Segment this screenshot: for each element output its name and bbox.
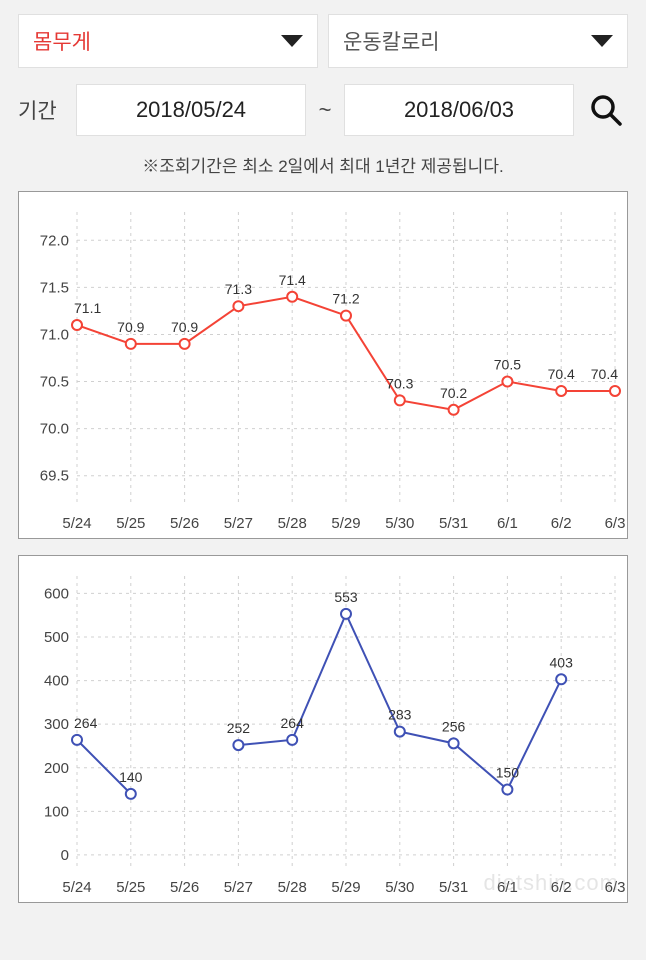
svg-text:5/28: 5/28	[278, 879, 307, 896]
svg-text:5/29: 5/29	[331, 515, 360, 532]
svg-text:252: 252	[227, 720, 251, 736]
svg-text:71.3: 71.3	[225, 281, 252, 297]
svg-text:300: 300	[44, 716, 69, 733]
weight-chart: 69.5 70.0 70.5 71.0 71.5 72.0 5/24 5/25 5/26 5/27…	[18, 191, 628, 539]
svg-text:5/25: 5/25	[116, 515, 145, 532]
svg-text:5/24: 5/24	[62, 515, 91, 532]
svg-text:6/1: 6/1	[497, 879, 518, 896]
svg-text:71.0: 71.0	[40, 326, 69, 343]
start-date-input[interactable]: 2018/05/24	[76, 84, 306, 136]
end-date-input[interactable]: 2018/06/03	[344, 84, 574, 136]
svg-text:403: 403	[550, 654, 574, 670]
svg-text:256: 256	[442, 718, 466, 734]
weight-selector[interactable]: 몸무게	[18, 14, 318, 68]
search-button[interactable]	[584, 88, 628, 132]
end-date-value: 2018/06/03	[404, 97, 514, 123]
svg-text:6/2: 6/2	[551, 515, 572, 532]
svg-text:70.2: 70.2	[440, 385, 467, 401]
date-range-row: 기간 2018/05/24 ~ 2018/06/03	[0, 78, 646, 142]
svg-text:71.2: 71.2	[332, 291, 359, 307]
svg-text:70.5: 70.5	[40, 374, 69, 391]
svg-text:5/24: 5/24	[62, 879, 91, 896]
search-icon	[589, 93, 623, 127]
chevron-down-icon	[591, 35, 613, 47]
weight-selector-label: 몸무게	[33, 26, 91, 56]
svg-text:5/27: 5/27	[224, 515, 253, 532]
date-tilde: ~	[316, 97, 334, 123]
calorie-chart: 0 100 200 300 400 500 600 5/24 5/25 5/26 5/27 5/28 5…	[18, 555, 628, 903]
svg-text:70.4: 70.4	[548, 366, 575, 382]
svg-text:140: 140	[119, 769, 143, 785]
svg-text:5/26: 5/26	[170, 879, 199, 896]
svg-text:71.1: 71.1	[74, 300, 101, 316]
svg-text:70.9: 70.9	[171, 319, 198, 335]
svg-text:5/30: 5/30	[385, 515, 414, 532]
svg-text:200: 200	[44, 760, 69, 777]
svg-text:70.0: 70.0	[40, 421, 69, 438]
svg-text:70.5: 70.5	[494, 357, 521, 373]
date-range-note: ※조회기간은 최소 2일에서 최대 1년간 제공됩니다.	[0, 142, 646, 191]
svg-text:5/31: 5/31	[439, 515, 468, 532]
svg-text:72.0: 72.0	[40, 232, 69, 249]
calorie-selector-label: 운동칼로리	[343, 26, 440, 56]
svg-text:600: 600	[44, 585, 69, 602]
start-date-value: 2018/05/24	[136, 97, 246, 123]
svg-text:400: 400	[44, 673, 69, 690]
period-label: 기간	[18, 95, 66, 125]
svg-text:5/25: 5/25	[116, 879, 145, 896]
svg-text:100: 100	[44, 803, 69, 820]
calorie-selector[interactable]: 운동칼로리	[328, 14, 628, 68]
chevron-down-icon	[281, 35, 303, 47]
svg-text:283: 283	[388, 707, 412, 723]
svg-text:0: 0	[61, 847, 69, 864]
svg-text:5/27: 5/27	[224, 879, 253, 896]
svg-text:6/1: 6/1	[497, 515, 518, 532]
svg-text:69.5: 69.5	[40, 468, 69, 485]
svg-text:5/30: 5/30	[385, 879, 414, 896]
svg-text:71.4: 71.4	[279, 272, 306, 288]
svg-text:5/28: 5/28	[278, 515, 307, 532]
top-selectors: 몸무게 운동칼로리	[0, 0, 646, 78]
svg-text:5/26: 5/26	[170, 515, 199, 532]
svg-text:70.3: 70.3	[386, 375, 413, 391]
svg-text:70.4: 70.4	[591, 366, 618, 382]
svg-text:6/3: 6/3	[605, 879, 626, 896]
svg-text:500: 500	[44, 629, 69, 646]
svg-text:70.9: 70.9	[117, 319, 144, 335]
svg-text:5/29: 5/29	[331, 879, 360, 896]
svg-text:71.5: 71.5	[40, 279, 69, 296]
svg-text:553: 553	[334, 589, 358, 605]
svg-text:264: 264	[281, 715, 305, 731]
svg-text:6/2: 6/2	[551, 879, 572, 896]
svg-text:150: 150	[496, 765, 520, 781]
svg-text:264: 264	[74, 715, 98, 731]
svg-text:5/31: 5/31	[439, 879, 468, 896]
svg-text:6/3: 6/3	[605, 515, 626, 532]
